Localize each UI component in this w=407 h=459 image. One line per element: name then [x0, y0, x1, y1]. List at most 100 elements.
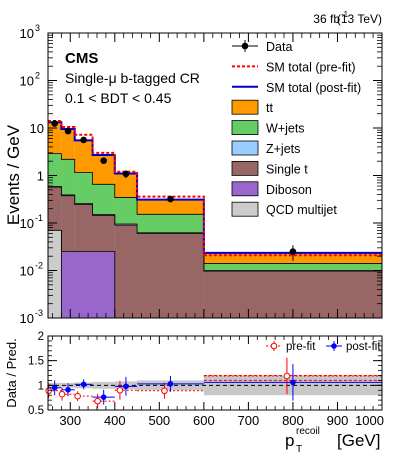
data-point-4: [122, 170, 130, 178]
ratio-y-tick-label-2: 1.5: [28, 356, 44, 368]
x-axis-title-superscript: recoil: [296, 426, 320, 437]
stack-outline-w-jets: [48, 153, 382, 264]
ratio-band-bin-3: [92, 381, 115, 389]
ratio-prefit-point-1: [58, 390, 66, 398]
ratio-y-tick-label-0: 0.5: [28, 405, 44, 417]
cut-label: 0.1 < BDT < 0.45: [65, 90, 172, 106]
experiment-label: CMS: [65, 50, 98, 67]
stack-bar-single-t-5: [137, 233, 204, 318]
x-tick-label-4: 700: [238, 413, 260, 428]
legend-label-w-jets: W+jets: [266, 122, 305, 136]
ratio-postfit-point-0: [51, 385, 58, 391]
stack-bar-diboson-1: [61, 251, 75, 318]
ratio-prefit-point-5: [161, 387, 168, 395]
ratio-prefit-point-2: [74, 392, 81, 400]
ratio-postfit-point-3: [100, 394, 107, 400]
data-point-5: [167, 195, 174, 203]
ratio-axes: 0.5 1 1.5 2 300 400 500 600 700 800 900 1000: [28, 331, 384, 428]
legend-swatch-w-jets: [231, 120, 259, 135]
ratio-legend-prefit-marker: [270, 342, 278, 350]
sm-lines-layer: [48, 120, 382, 257]
stack-outline-single-t: [48, 186, 382, 272]
stack-bar-diboson-2: [74, 251, 93, 318]
x-tick-label-3: 600: [193, 413, 215, 428]
legend-prefit-label: SM total (pre-fit): [266, 60, 356, 74]
stack-bar-qcd-multijet-0: [48, 230, 62, 318]
x-tick-label-7: 1000: [355, 413, 384, 428]
stack-bar-diboson-3: [92, 251, 115, 318]
ratio-legend: pre-fit post-fit: [266, 341, 381, 353]
legend-data-label: Data: [266, 40, 292, 54]
x-tick-label-2: 500: [148, 413, 170, 428]
legend-swatch-tt: [231, 99, 259, 115]
main-y-tick-label-6: 10: [20, 26, 34, 41]
main-y-tick-label-0: 10: [20, 311, 34, 326]
ratio-postfit-point-6: [290, 379, 296, 386]
sm-total-postfit-line: [48, 121, 382, 254]
ratio-y-axis-title: Data / Pred.: [4, 338, 19, 407]
main-y-tick-label-exponent-5: 2: [35, 71, 40, 81]
ratio-y-tick-label-1: 1: [38, 380, 44, 392]
x-axis-title-unit: [GeV]: [337, 431, 380, 450]
ratio-postfit-point-1: [65, 386, 71, 393]
main-y-tick-label-5: 10: [20, 74, 34, 89]
ratio-legend-prefit-label: pre-fit: [286, 341, 316, 353]
ratio-prefit-point-4: [116, 386, 124, 394]
stack-layer: [48, 121, 382, 318]
ratio-prefit-point-6: [283, 372, 291, 380]
data-point-1: [64, 127, 72, 135]
main-y-tick-label-exponent-1: -2: [35, 261, 43, 271]
main-y-tick-label-4: 10: [30, 121, 44, 136]
ratio-legend-postfit-marker: [331, 343, 337, 349]
main-y-tick-label-1: 10: [20, 264, 34, 279]
data-point-0: [51, 120, 58, 127]
legend-label-z-jets: Z+jets: [266, 142, 300, 156]
legend-swatch-z-jets: [231, 140, 259, 156]
ratio-prefit-point-0: [45, 387, 52, 395]
x-axis-title: p T recoil [GeV]: [285, 426, 380, 455]
ratio-y-tick-label-3: 2: [38, 331, 44, 343]
main-y-tick-label-exponent-6: 3: [35, 23, 40, 33]
legend-data-marker: [241, 42, 249, 50]
stack-bar-single-t-4: [114, 225, 138, 318]
data-point-6: [289, 248, 297, 255]
ratio-postfit-point-2: [80, 381, 87, 388]
ratio-plot-frame: [47, 335, 383, 411]
ratio-prefit-point-3: [94, 397, 101, 405]
legend-swatch-diboson: [231, 181, 259, 197]
legend-swatch-qcd-multijet: [231, 201, 259, 217]
region-label: Single-μ b-tagged CR: [65, 70, 200, 86]
data-point-3: [100, 157, 107, 164]
legend-label-tt: tt: [266, 101, 273, 115]
ratio-legend-postfit-label: post-fit: [346, 341, 381, 353]
data-point-2: [80, 136, 87, 144]
energy-label: (13 TeV): [337, 12, 382, 26]
lumi-label: 36 fb: [313, 12, 340, 26]
ratio-uncertainty-band: [48, 374, 382, 396]
ratio-postfit-point-5: [167, 381, 174, 387]
main-y-tick-label-2: 10: [20, 216, 34, 231]
x-tick-label-0: 300: [59, 413, 81, 428]
main-y-tick-label-3: 1: [37, 169, 44, 184]
main-y-axis-title: Events / GeV: [4, 124, 23, 225]
x-tick-label-6: 900: [327, 413, 349, 428]
x-tick-label-5: 800: [282, 413, 304, 428]
legend-label-single-t: Single t: [266, 162, 308, 176]
legend-swatch-single-t: [231, 160, 259, 176]
ratio-points: [45, 357, 382, 409]
stack-outline-qcd-multijet: [48, 229, 62, 318]
legend-label-diboson: Diboson: [266, 183, 312, 197]
main-y-tick-label-exponent-2: -1: [35, 213, 43, 223]
legend-postfit-label: SM total (post-fit): [266, 81, 361, 95]
sm-total-prefit-line: [48, 120, 382, 257]
x-axis-title-subscript: T: [296, 444, 302, 455]
stack-outline-z-jets: [48, 185, 382, 271]
legend-label-qcd-multijet: QCD multijet: [266, 203, 337, 217]
x-axis-title-symbol: p: [285, 431, 294, 450]
lumi-exponent: -1: [341, 10, 349, 19]
data-layer: [51, 120, 297, 261]
x-tick-label-1: 400: [104, 413, 126, 428]
ratio-postfit-point-4: [123, 383, 129, 390]
